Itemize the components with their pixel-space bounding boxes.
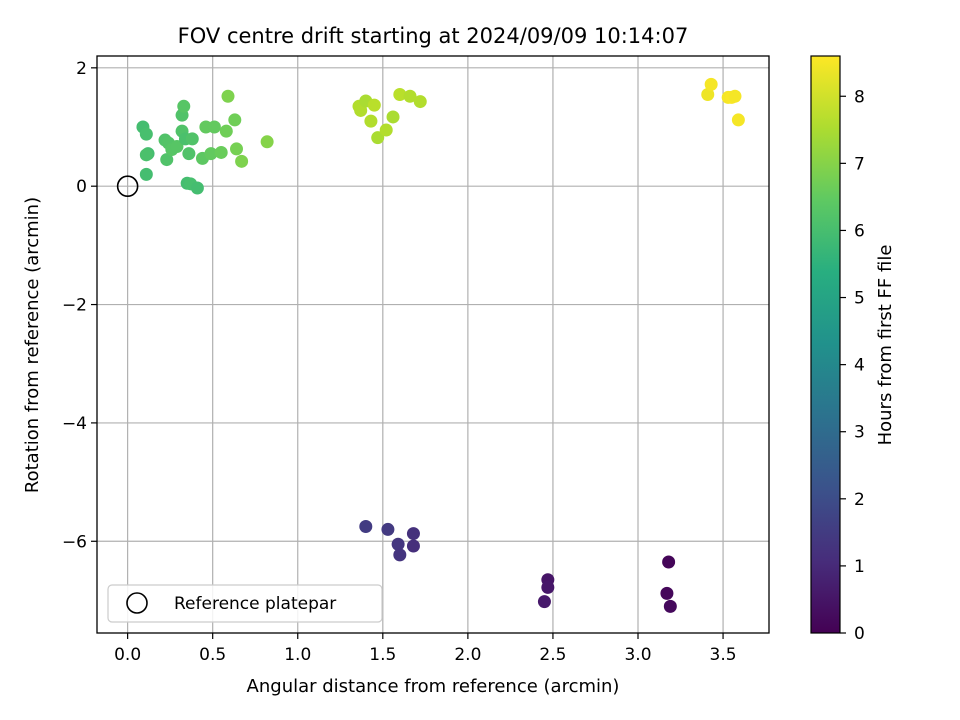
plot-frame (96, 55, 770, 634)
y-tick-label: −2 (62, 296, 87, 316)
colorbar-tick-label: 0 (854, 624, 865, 644)
colorbar-tick-label: 6 (854, 221, 865, 241)
data-point (364, 114, 378, 128)
colorbar-tick-label: 1 (854, 557, 865, 577)
x-tick-label: 0.0 (114, 645, 141, 665)
data-point (371, 131, 385, 145)
data-point (393, 87, 407, 101)
colorbar-tick-label: 2 (854, 490, 865, 510)
x-tick-label: 1.0 (284, 645, 311, 665)
data-point (379, 123, 393, 137)
chart-title: FOV centre drift starting at 2024/09/09 … (178, 24, 689, 48)
colorbar-tick-label: 7 (854, 154, 865, 174)
data-point (731, 113, 745, 127)
y-tick-label: −6 (62, 532, 87, 552)
grid (97, 56, 769, 633)
x-tick-label: 3.5 (710, 645, 737, 665)
legend-label: Reference platepar (174, 594, 336, 614)
data-point (182, 147, 196, 161)
data-point (728, 89, 742, 103)
data-point (219, 124, 233, 138)
data-point (235, 154, 249, 168)
data-point (221, 89, 235, 103)
data-point (537, 595, 551, 609)
data-point (228, 113, 242, 127)
y-tick-label: 2 (76, 59, 87, 79)
data-point (393, 548, 407, 562)
data-point (413, 95, 427, 109)
data-point (541, 580, 555, 594)
x-axis-label: Angular distance from reference (arcmin) (247, 676, 620, 697)
colorbar-gradient (810, 55, 841, 634)
data-point (663, 599, 677, 613)
legend-box (107, 584, 383, 623)
y-axis-ticks: 2 0 −2 −4 −6 (62, 59, 97, 552)
data-point (660, 586, 674, 600)
data-point (367, 98, 381, 112)
x-axis-ticks: 0.0 0.5 1.0 1.5 2.0 2.5 3.0 3.5 (114, 633, 737, 665)
data-point (204, 147, 218, 161)
legend: Reference platepar (107, 584, 383, 623)
data-point (406, 527, 420, 541)
data-point (190, 181, 204, 195)
data-point (391, 537, 405, 551)
data-point (139, 127, 153, 141)
data-point (214, 145, 228, 159)
data-point (207, 120, 221, 134)
data-point (403, 89, 417, 103)
data-point (260, 135, 274, 149)
data-point (386, 110, 400, 124)
y-tick-label: 0 (76, 177, 87, 197)
data-point (230, 142, 244, 156)
data-point (662, 555, 676, 569)
data-point (185, 132, 199, 146)
data-point (177, 99, 191, 113)
colorbar: 0 1 2 3 4 5 6 7 8 Hours from first FF file (810, 55, 896, 644)
data-point (160, 153, 174, 167)
data-point (139, 148, 153, 162)
colorbar-tick-label: 4 (854, 356, 865, 376)
colorbar-label: Hours from first FF file (875, 245, 896, 446)
colorbar-ticks: 0 1 2 3 4 5 6 7 8 (840, 87, 865, 644)
x-tick-label: 0.5 (199, 645, 226, 665)
data-point (701, 87, 715, 101)
x-tick-label: 3.0 (624, 645, 651, 665)
data-point (406, 539, 420, 553)
y-axis-label: Rotation from reference (arcmin) (22, 197, 43, 493)
x-tick-label: 2.5 (539, 645, 566, 665)
data-points (136, 77, 745, 613)
colorbar-tick-label: 3 (854, 423, 865, 443)
colorbar-tick-label: 8 (854, 87, 865, 107)
data-point (381, 522, 395, 536)
colorbar-tick-label: 5 (854, 289, 865, 309)
x-tick-label: 1.5 (369, 645, 396, 665)
data-point (704, 77, 718, 91)
legend-open-circle-icon (126, 592, 148, 614)
data-point (170, 140, 184, 154)
data-point (139, 167, 153, 181)
y-tick-label: −4 (62, 414, 87, 434)
data-point (359, 519, 373, 533)
reference-point-marker (116, 175, 139, 197)
x-tick-label: 2.0 (454, 645, 481, 665)
